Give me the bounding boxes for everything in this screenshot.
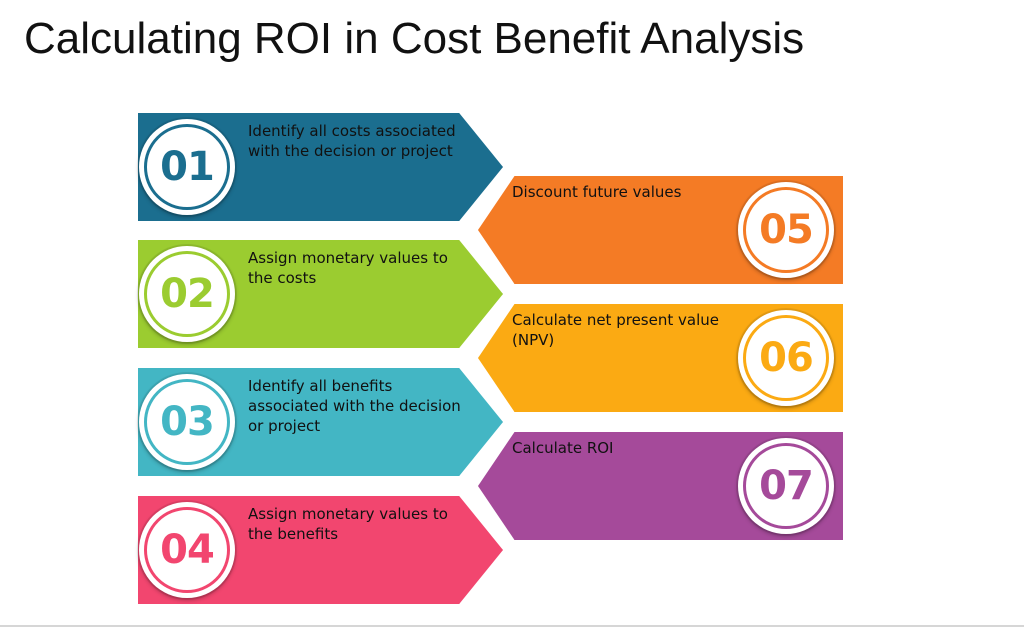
step-07-badge: 07 xyxy=(738,438,834,534)
step-05-number: 05 xyxy=(759,207,814,253)
step-05: 05 Discount future values xyxy=(478,176,843,284)
step-05-label: Discount future values xyxy=(512,183,682,201)
step-03-number: 03 xyxy=(160,399,215,445)
step-07-label: Calculate ROI xyxy=(512,439,614,457)
step-06-number: 06 xyxy=(759,335,814,381)
step-06-label: Calculate net present value (NPV) xyxy=(512,311,719,349)
step-01-label: Identify all costs associated with the d… xyxy=(248,122,456,160)
bottom-divider xyxy=(0,625,1024,627)
step-01: 01 Identify all costs associated with th… xyxy=(138,113,503,221)
step-05-badge: 05 xyxy=(738,182,834,278)
step-02-badge: 02 xyxy=(139,246,235,342)
step-06-badge: 06 xyxy=(738,310,834,406)
step-02-number: 02 xyxy=(160,271,215,317)
step-07: 07 Calculate ROI xyxy=(478,432,843,540)
step-02-label: Assign monetary values to the costs xyxy=(248,249,448,287)
step-04-number: 04 xyxy=(160,527,215,573)
step-03: 03 Identify all benefits associated with… xyxy=(138,368,503,476)
step-03-badge: 03 xyxy=(139,374,235,470)
step-03-label: Identify all benefits associated with th… xyxy=(248,377,461,435)
page-title: Calculating ROI in Cost Benefit Analysis xyxy=(24,14,805,63)
step-04-label: Assign monetary values to the benefits xyxy=(248,505,448,543)
step-04-badge: 04 xyxy=(139,502,235,598)
step-01-badge: 01 xyxy=(139,119,235,215)
step-04: 04 Assign monetary values to the benefit… xyxy=(138,496,503,604)
step-02: 02 Assign monetary values to the costs xyxy=(138,240,503,348)
step-07-number: 07 xyxy=(759,463,814,509)
step-06: 06 Calculate net present value (NPV) xyxy=(478,304,843,412)
step-01-number: 01 xyxy=(160,144,215,190)
